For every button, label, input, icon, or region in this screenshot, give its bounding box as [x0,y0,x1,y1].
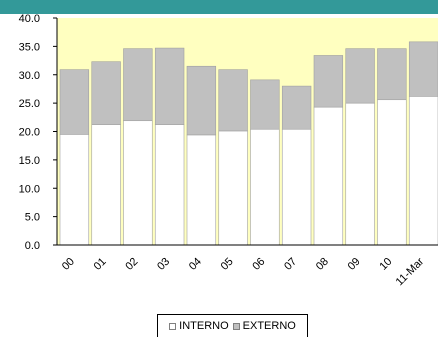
bar-externo [186,65,217,136]
bar-externo [408,41,438,97]
x-tick-label: 06 [250,256,267,273]
y-tick-label: 25.0 [19,98,40,110]
bar-externo [218,69,248,132]
bar-externo [123,48,153,122]
y-tick-label: 5.0 [25,212,40,224]
x-tick-label: 00 [60,256,77,273]
legend-swatch-interno [169,322,177,330]
x-tick-label: 03 [155,256,172,273]
bar-externo [377,48,407,101]
bar-interno [345,102,375,246]
x-tick-label: 11-Mar [394,255,427,288]
legend-label-externo: EXTERNO [242,320,296,332]
y-tick-label: 20.0 [19,127,40,139]
x-tick-label: 05 [219,256,236,273]
x-tick-labels: 00 01 02 03 04 05 06 07 08 09 10 11-Mar [60,255,427,288]
y-tick-label: 0.0 [25,240,40,252]
top-band [0,0,438,14]
x-tick-label: 10 [377,256,394,273]
y-tick-label: 40.0 [19,13,40,25]
legend-item-interno: INTERNO [169,320,229,332]
bar-interno [59,134,90,246]
bar-externo [250,79,280,130]
x-tick-label: 02 [123,256,140,273]
y-tick-label: 10.0 [19,183,40,195]
legend-item-externo: EXTERNO [232,320,296,332]
bar-interno [281,128,312,246]
bar-interno [218,130,248,246]
bar-interno [313,106,344,246]
bars-layer [59,41,438,246]
bar-interno [123,120,153,246]
bar-interno [154,124,185,246]
bar-externo [59,69,90,135]
x-tick-label: 09 [346,256,363,273]
y-tick-labels: 0.0 5.0 10.0 15.0 20.0 25.0 30.0 35.0 40.0 [19,13,40,252]
legend-swatch-externo [232,322,240,330]
legend-label-interno: INTERNO [179,320,229,332]
bar-interno [91,124,121,246]
bar-externo [154,47,185,125]
bar-interno [377,99,407,246]
x-tick-label: 04 [187,256,204,273]
bar-interno [408,96,438,246]
bar-interno [186,134,217,246]
bar-interno [250,128,280,246]
x-tick-label: 01 [92,256,109,273]
axis-layer [53,17,438,246]
bar-externo [91,61,121,125]
y-tick-label: 35.0 [19,41,40,53]
y-tick-label: 15.0 [19,155,40,167]
bar-externo [313,55,344,108]
x-tick-label: 08 [314,256,331,273]
legend: INTERNO EXTERNO [157,314,308,337]
bar-externo [281,85,312,130]
y-tick-label: 30.0 [19,70,40,82]
bar-externo [345,48,375,104]
x-tick-label: 07 [282,256,299,273]
